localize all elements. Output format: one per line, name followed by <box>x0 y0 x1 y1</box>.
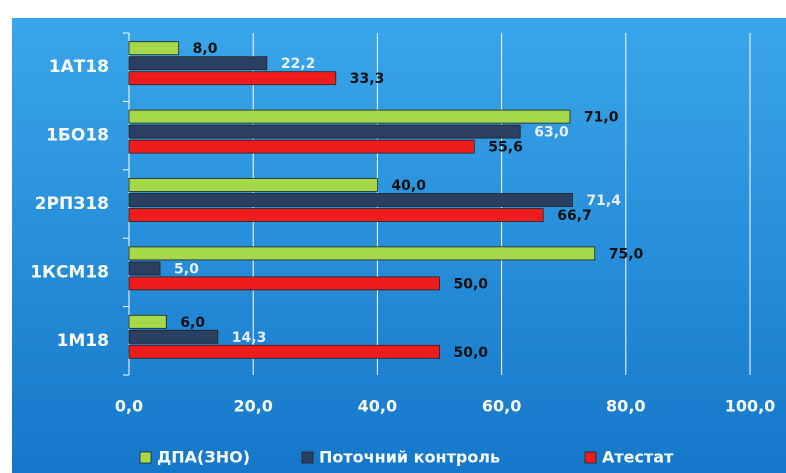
bar <box>128 344 440 359</box>
x-tick-label: 0,0 <box>115 397 143 416</box>
bar <box>128 193 573 207</box>
legend-label: Поточний контроль <box>319 448 500 467</box>
y-tick-label: 1БО18 <box>46 126 109 146</box>
value-label: 55,6 <box>488 140 523 156</box>
legend-swatch <box>139 451 152 464</box>
bar <box>128 178 378 192</box>
bar <box>128 314 167 329</box>
value-label: 71,0 <box>584 110 619 126</box>
value-label: 66,7 <box>557 208 592 224</box>
y-tick-label: 1АТ18 <box>49 57 109 77</box>
bar <box>128 56 268 71</box>
bar <box>128 329 219 344</box>
value-label: 50,0 <box>454 276 489 292</box>
bar <box>128 71 337 86</box>
value-label: 63,0 <box>534 125 569 141</box>
value-label: 75,0 <box>609 246 644 262</box>
legend-swatch <box>301 451 314 464</box>
bar <box>128 139 475 154</box>
value-label: 50,0 <box>454 345 489 361</box>
value-label: 8,0 <box>193 41 218 57</box>
bar <box>128 208 544 222</box>
value-label: 14,3 <box>232 330 267 346</box>
x-tick-label: 40,0 <box>358 397 397 416</box>
y-tick-label: 1КСМ18 <box>30 262 109 282</box>
bar <box>128 124 521 139</box>
y-tick-label: 2РПЗ18 <box>35 194 109 214</box>
bar <box>128 41 180 56</box>
chart-background <box>12 18 786 473</box>
legend-label: Атестат <box>602 448 674 467</box>
value-label: 22,2 <box>281 56 316 72</box>
x-tick-label: 80,0 <box>606 397 645 416</box>
bar <box>128 109 571 124</box>
legend-label: ДПА(ЗНО) <box>157 448 250 467</box>
bar <box>128 276 440 291</box>
x-tick-label: 60,0 <box>482 397 521 416</box>
value-label: 71,4 <box>586 193 621 209</box>
y-tick-label: 1М18 <box>57 331 109 351</box>
x-tick-label: 100,0 <box>725 397 776 416</box>
value-label: 40,0 <box>391 178 426 194</box>
x-tick-label: 20,0 <box>233 397 272 416</box>
legend-swatch <box>584 451 597 464</box>
bar <box>128 261 161 276</box>
value-label: 33,3 <box>350 71 385 87</box>
value-label: 6,0 <box>180 315 205 331</box>
bar <box>128 246 596 261</box>
value-label: 5,0 <box>174 261 199 277</box>
